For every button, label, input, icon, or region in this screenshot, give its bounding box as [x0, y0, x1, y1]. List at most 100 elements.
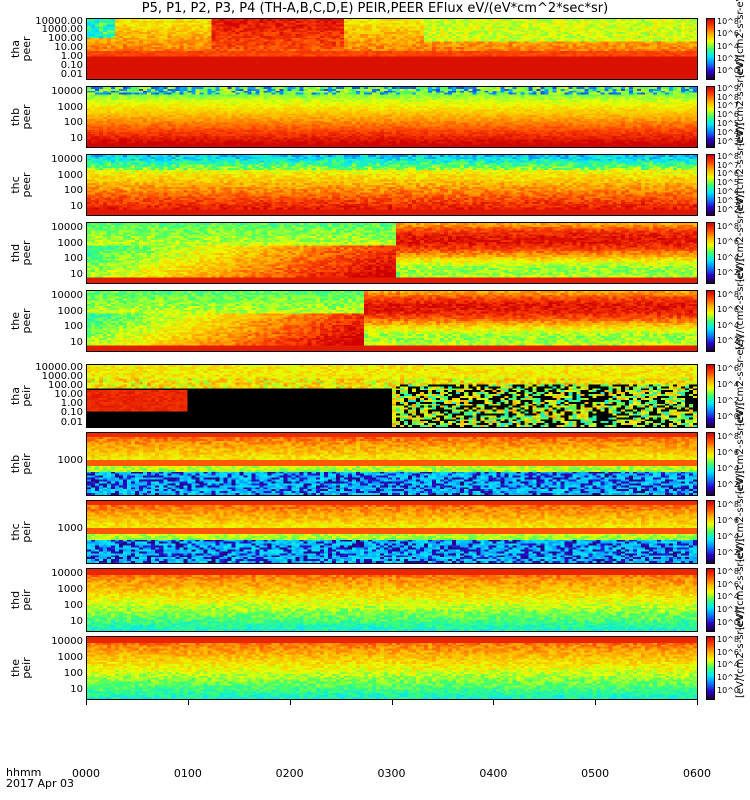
- colorbar: [706, 222, 715, 284]
- date-label: 2017 Apr 03: [6, 777, 75, 790]
- y-tick-label: 100: [63, 185, 83, 197]
- colorbar-tick-label: 10^8: [717, 634, 739, 644]
- colorbar: [706, 636, 715, 700]
- spectrogram-panel-thc-peer: [86, 154, 698, 216]
- colorbar-tick-label: 10^0: [717, 66, 739, 76]
- y-tick-label: 10: [70, 616, 83, 628]
- colorbar-tick-label: 10^2: [717, 268, 739, 278]
- colorbar-tick-label: 10^7: [717, 160, 739, 170]
- y-tick-label: 1000: [57, 237, 83, 249]
- colorbar-tick-label: 10^2: [717, 547, 739, 557]
- y-tick-label: 1000.00: [41, 370, 83, 382]
- y-tick-label: 100: [63, 668, 83, 680]
- spectrogram-image: [87, 223, 697, 283]
- spectrogram-image: [87, 569, 697, 631]
- colorbar-tick-label: 10^7: [717, 101, 739, 111]
- colorbar-tick-label: 10^4: [717, 463, 739, 473]
- x-tick-label: 0500: [581, 767, 610, 780]
- colorbar-tick-label: 10^5: [717, 119, 739, 129]
- x-tick-label: 0600: [683, 767, 711, 780]
- colorbar-tick-label: 10^4: [717, 127, 739, 137]
- colorbar-unit-label: [eV/(cm2-s-sr-eV)]: [735, 606, 746, 698]
- spectrogram-image: [87, 155, 697, 215]
- colorbar-tick-label: 10^2: [717, 53, 739, 63]
- colorbar-tick-label: 10^3: [717, 136, 739, 146]
- x-tick-label: 0000: [72, 767, 100, 780]
- y-tick-label: 10000.00: [35, 361, 83, 373]
- colorbar: [706, 500, 715, 564]
- y-tick-label: 1000: [57, 652, 83, 664]
- colorbar-tick-label: 10^4: [717, 320, 739, 330]
- y-tick-label: 0.10: [60, 407, 83, 419]
- y-tick-label: 100.00: [48, 379, 83, 391]
- spectrogram-panel-thb-peir: [86, 432, 698, 496]
- colorbar-tick-label: 10^6: [717, 647, 739, 657]
- colorbar-tick-label: 10^2: [717, 336, 739, 346]
- y-tick-label: 100: [63, 253, 83, 265]
- colorbar-tick-label: 10^8: [717, 499, 739, 509]
- colorbar-tick-label: 10^9: [717, 83, 739, 93]
- spectrogram-image: [87, 365, 697, 427]
- y-tick-label: 10000.00: [35, 15, 83, 27]
- colorbar-tick-label: 10^3: [717, 195, 739, 205]
- colorbar-tick-label: 10^6: [717, 447, 739, 457]
- y-tick-label: 1000: [57, 584, 83, 596]
- colorbar-tick-label: 10^8: [717, 151, 739, 161]
- spectrogram-panel-thd-peer: [86, 222, 698, 284]
- colorbar-tick-label: 10^6: [717, 515, 739, 525]
- y-tick-label: 1000: [57, 454, 83, 466]
- colorbar-tick-label: 10^4: [717, 531, 739, 541]
- colorbar-tick-label: 10^4: [717, 379, 739, 389]
- y-tick-label: 10.00: [54, 389, 83, 401]
- y-tick-label: 10000: [51, 636, 83, 648]
- colorbar-tick-label: 10^8: [717, 431, 739, 441]
- colorbar-tick-label: 10^6: [717, 29, 739, 39]
- x-tick-mark: [391, 700, 393, 705]
- colorbar-tick-label: 10^8: [717, 566, 739, 576]
- y-tick-label: 1.00: [60, 398, 83, 410]
- colorbar-tick-label: 10^4: [717, 252, 739, 262]
- colorbar-tick-label: 10^2: [717, 605, 739, 615]
- x-tick-label: 0100: [173, 767, 202, 780]
- colorbar-tick-label: 10^2: [717, 204, 739, 214]
- figure-title: P5, P1, P2, P3, P4 (TH-A,B,C,D,E) PEIR,P…: [141, 1, 609, 16]
- y-tick-label: 100: [63, 321, 83, 333]
- colorbar-tick-label: 10^4: [717, 660, 739, 670]
- x-tick-mark: [187, 700, 189, 705]
- spectrogram-panel-the-peir: [86, 636, 698, 700]
- spectrogram-panel-the-peer: [86, 290, 698, 352]
- spectrogram-panel-thc-peir: [86, 500, 698, 564]
- colorbar-tick-label: 10^6: [717, 305, 739, 315]
- y-tick-label: 10000: [51, 290, 83, 302]
- colorbar-tick-label: 10^6: [717, 363, 739, 373]
- y-tick-label: 10: [70, 684, 83, 696]
- x-tick-mark: [595, 700, 597, 705]
- colorbar: [706, 18, 715, 80]
- colorbar-tick-label: 10^5: [717, 178, 739, 188]
- colorbar-tick-label: 10^4: [717, 187, 739, 197]
- spectrogram-image: [87, 87, 697, 147]
- y-tick-label: 0.01: [60, 416, 83, 428]
- x-tick-mark: [86, 700, 87, 705]
- spectrogram-panel-tha-peir: [86, 364, 698, 428]
- colorbar-tick-label: 10^0: [717, 411, 739, 421]
- colorbar-tick-label: 10^0: [717, 686, 739, 696]
- spectrogram-panel-tha-peer: [86, 18, 698, 80]
- spectrogram-image: [87, 291, 697, 351]
- spectrogram-panel-thd-peir: [86, 568, 698, 632]
- spectrogram-image: [87, 19, 697, 79]
- spectrogram-image: [87, 501, 697, 563]
- x-tick-mark: [289, 700, 291, 705]
- colorbar-tick-label: 10^6: [717, 169, 739, 179]
- colorbar: [706, 568, 715, 632]
- y-tick-label: 0.10: [60, 59, 83, 71]
- y-tick-label: 1000: [57, 169, 83, 181]
- x-tick-label: 0400: [479, 767, 508, 780]
- colorbar: [706, 290, 715, 352]
- colorbar-tick-label: 10^2: [717, 673, 739, 683]
- colorbar-tick-label: 10^8: [717, 16, 739, 26]
- y-tick-label: 1000: [57, 101, 83, 113]
- x-tick-label: 0300: [377, 767, 406, 780]
- colorbar-tick-label: 10^4: [717, 41, 739, 51]
